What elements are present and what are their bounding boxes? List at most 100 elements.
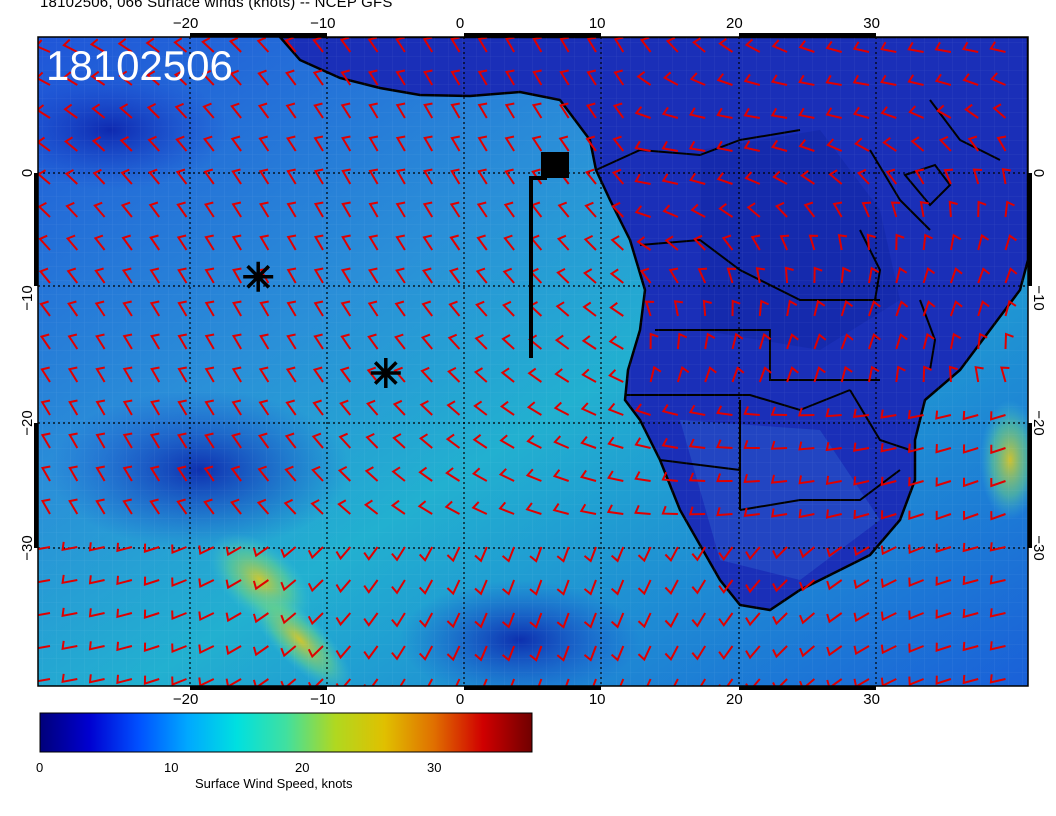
wind-barb (607, 470, 624, 482)
wind-barb (501, 645, 516, 662)
wind-barb (716, 140, 733, 152)
wind-barb (688, 506, 706, 516)
wind-barb (556, 268, 570, 284)
wind-barb (895, 266, 908, 284)
wind-barb (908, 544, 924, 555)
wind-barb (446, 645, 461, 662)
wind-barb (634, 403, 651, 416)
wind-barb (989, 41, 1006, 53)
wind-barb (610, 579, 625, 596)
wind-barb (95, 465, 106, 482)
wind-barb (395, 102, 406, 119)
wind-barb (256, 498, 270, 515)
wind-barb (880, 611, 897, 622)
lon-tick-label-bottom: −20 (173, 691, 198, 708)
wind-barb (726, 267, 737, 284)
wind-barb (338, 432, 352, 449)
wind-barb (895, 333, 908, 350)
wind-barb (755, 267, 766, 284)
wind-barb (417, 500, 433, 515)
wind-barb (1004, 234, 1017, 251)
wind-barb (423, 102, 434, 119)
wind-barb (693, 234, 706, 251)
wind-barb (61, 574, 78, 585)
wind-barb (943, 168, 954, 185)
wind-barb (922, 332, 935, 350)
wind-barb (580, 435, 597, 449)
wind-barb (447, 333, 461, 350)
wind-barb (798, 74, 815, 86)
wind-barb (553, 435, 570, 449)
wind-barb (531, 135, 543, 152)
wind-barb (554, 334, 570, 350)
station-markers (243, 261, 401, 388)
wind-barb (798, 475, 815, 485)
wind-barb (880, 510, 897, 520)
wind-barb (962, 410, 979, 421)
wind-barb (474, 645, 488, 662)
wind-barb (989, 542, 1006, 552)
wind-barb (335, 612, 352, 627)
wind-barb (963, 477, 979, 488)
wind-barb (552, 503, 569, 515)
wind-barb (368, 234, 379, 251)
wind-barb (743, 406, 760, 416)
wind-barb (392, 399, 406, 416)
wind-barb (938, 135, 952, 152)
wind-barb (526, 434, 542, 449)
wind-barb (455, 678, 461, 686)
wind-barb (231, 234, 242, 251)
wind-barb (868, 333, 881, 350)
wind-barb (423, 168, 434, 185)
wind-barb (688, 472, 706, 482)
wind-barb (992, 103, 1007, 119)
wind-barb (610, 546, 625, 563)
wind-barb (962, 444, 979, 454)
wind-barb (122, 432, 133, 449)
wind-barb (661, 404, 679, 416)
wind-barb (689, 107, 706, 119)
wind-barb (853, 579, 870, 590)
wind-barb (201, 69, 215, 86)
colorbar-tick-0: 0 (36, 760, 44, 775)
wind-barb (813, 366, 826, 383)
wind-barb (607, 436, 624, 449)
wind-barb (229, 69, 242, 86)
wind-barb (420, 333, 433, 350)
wind-barb (691, 678, 707, 686)
wind-barb (649, 332, 659, 350)
wind-barb (313, 300, 324, 317)
wind-barb (1000, 366, 1010, 383)
wind-barb (252, 579, 269, 591)
asterisk-marker (370, 358, 401, 388)
wind-barb (637, 579, 652, 596)
wind-barb (286, 267, 297, 284)
wind-barb (697, 267, 708, 284)
wind-barb (525, 468, 542, 482)
wind-barb (391, 645, 406, 661)
wind-barb (63, 136, 78, 152)
wind-barb (853, 476, 870, 486)
wind-barb (447, 367, 461, 383)
wind-barb (252, 546, 269, 558)
lat-tick-label-left: −20 (19, 410, 36, 435)
wind-barb (828, 169, 843, 185)
wind-barb (38, 645, 51, 650)
wind-barb (825, 40, 842, 53)
wind-barb (772, 645, 788, 659)
wind-barb (996, 135, 1007, 152)
wind-barb (40, 465, 51, 482)
wind-barb (177, 300, 188, 317)
wind-barb (935, 477, 952, 487)
wind-barb (743, 439, 760, 449)
wind-barb (149, 498, 161, 515)
wind-barb (340, 300, 352, 317)
wind-barb (368, 135, 379, 152)
lon-tick-label-bottom: 20 (726, 691, 743, 708)
wind-barb (66, 267, 79, 284)
wind-barb (825, 475, 842, 486)
wind-barb (363, 612, 379, 627)
wind-barb (808, 234, 819, 251)
wind-barb (341, 168, 352, 185)
wind-barb (307, 546, 324, 560)
